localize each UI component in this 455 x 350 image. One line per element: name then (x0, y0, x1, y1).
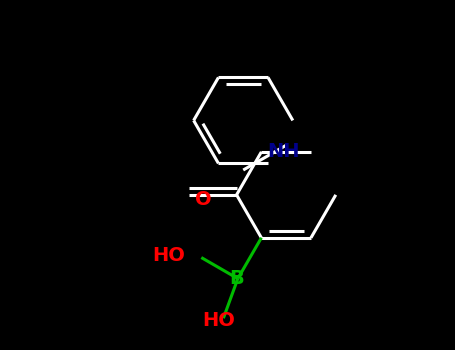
Text: HO: HO (152, 246, 186, 265)
Text: B: B (229, 269, 244, 288)
Text: HO: HO (202, 311, 235, 330)
Text: NH: NH (268, 142, 300, 161)
Text: O: O (195, 190, 212, 209)
